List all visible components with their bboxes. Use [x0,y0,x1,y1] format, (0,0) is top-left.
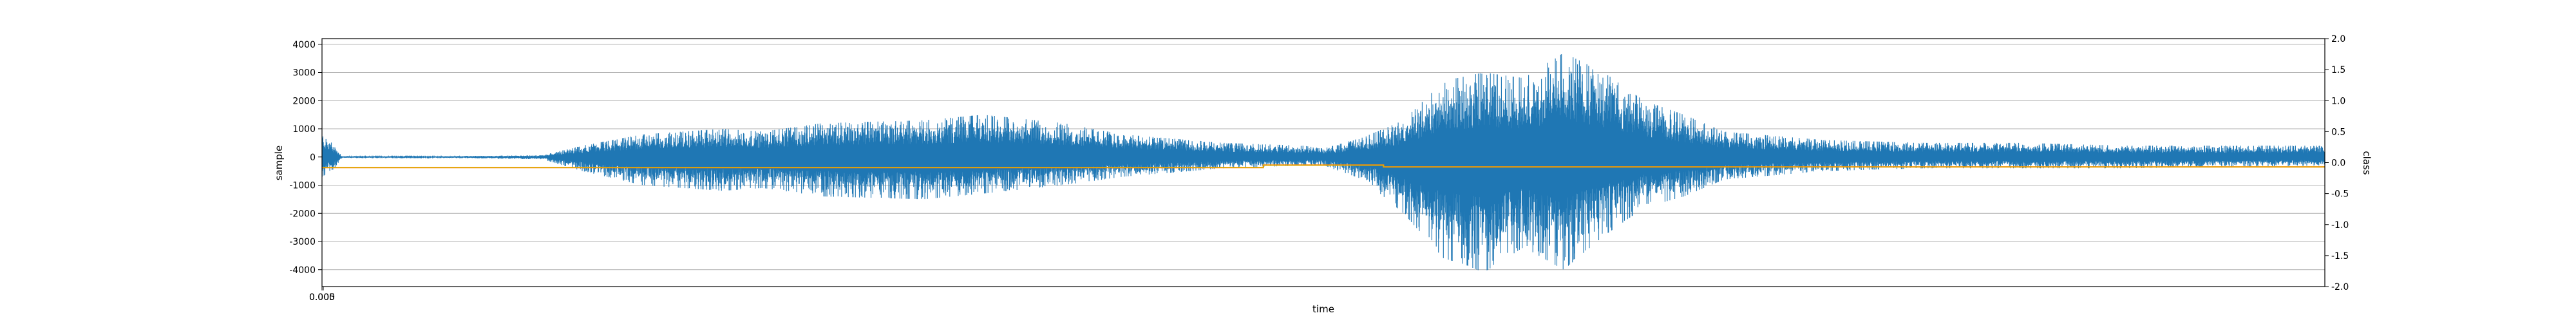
left-y-axis-label: sample [273,146,285,181]
right-tick-label: 0.0 [2331,158,2345,169]
class-series-line-overlay [322,164,2325,168]
right-tick-label: 1.0 [2331,96,2345,106]
sample-series-line [321,54,2325,270]
left-tick-label: -4000 [289,265,316,276]
left-tick-label: -2000 [289,209,316,219]
left-tick-label: 0 [310,153,316,163]
right-tick-label: -2.0 [2331,282,2349,292]
x-axis-label: time [1312,303,1334,315]
left-tick-label: 1000 [292,124,316,135]
series-area [321,54,2325,270]
right-tick-label: 2.0 [2331,34,2345,44]
right-tick-label: -0.5 [2331,189,2349,200]
x-tick-label: 0.005 [309,292,335,303]
right-tick-label: -1.0 [2331,220,2349,231]
left-tick-label: -3000 [289,237,316,247]
gridlines [322,44,2325,270]
right-tick-label: 0.5 [2331,127,2345,137]
left-tick-label: 2000 [292,96,316,106]
left-tick-label: 3000 [292,68,316,79]
left-y-axis: 4000 3000 2000 1000 0 -1000 -2000 -3000 -4000 [289,40,322,276]
right-tick-label: 1.5 [2331,65,2345,75]
left-tick-label: -1000 [289,181,316,191]
right-tick-label: -1.5 [2331,251,2349,261]
x-tick-label: 0.000 [309,292,335,303]
right-y-axis: 2.0 1.5 1.0 0.5 0.0 -0.5 -1.0 -1.5 -2.0 [2325,34,2349,292]
right-y-axis-label: class [2361,151,2372,175]
x-axis: 0.000 0.005 [309,287,335,303]
left-tick-label: 4000 [292,40,316,50]
